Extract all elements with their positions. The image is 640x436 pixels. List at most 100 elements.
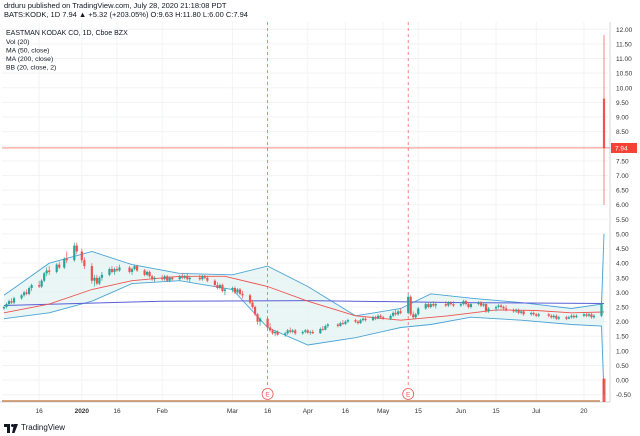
candle-body [324, 326, 327, 330]
x-tick-label: 16 [36, 408, 44, 415]
candle-body [43, 273, 46, 281]
candle-body [306, 330, 309, 333]
candle-body [83, 260, 86, 267]
candle-body [557, 317, 560, 319]
candle-body [364, 318, 367, 321]
candle-body [188, 277, 191, 280]
candle-body [326, 324, 329, 326]
candle-body [467, 304, 470, 307]
earnings-marker [402, 388, 415, 400]
candle-body [12, 298, 16, 303]
candle-body [469, 304, 473, 307]
candle-body [482, 304, 485, 306]
candle-body [504, 308, 508, 310]
candle-body [344, 321, 347, 324]
candle-body [452, 304, 455, 306]
candle-body [311, 331, 314, 334]
x-tick-label: Feb [157, 408, 169, 415]
candle-body [251, 302, 254, 307]
candle-body [236, 289, 239, 293]
chart-area[interactable]: 12.0011.5011.0010.5010.009.509.008.508.0… [0, 22, 640, 420]
candle-body [128, 267, 131, 272]
candle-body [512, 309, 515, 312]
y-tick-label: 1.50 [616, 334, 629, 341]
legend-item: MA (50, close) [6, 48, 49, 55]
candle-body [397, 311, 400, 315]
candle-body [256, 314, 259, 322]
candle-body [284, 333, 287, 335]
candle-body [399, 311, 402, 313]
candle-body [258, 318, 262, 322]
candle-body [233, 288, 237, 293]
candle-body [414, 314, 417, 318]
candle-body [354, 320, 357, 322]
candle-body [294, 330, 297, 334]
candle-body [602, 98, 606, 148]
candle-body [346, 320, 350, 322]
candle-body [30, 285, 33, 288]
candle-body [161, 277, 164, 280]
y-tick-label: 12.00 [616, 27, 633, 34]
candle-body [5, 304, 8, 307]
candle-body [143, 270, 146, 275]
candle-body [409, 296, 412, 315]
candle-body [163, 276, 166, 280]
candle-body [63, 258, 66, 268]
candle-body [479, 302, 483, 306]
candle-body [537, 314, 540, 316]
candle-body [166, 276, 169, 281]
candle-body [133, 266, 136, 269]
candle-body [171, 277, 174, 280]
candle-body [412, 314, 415, 318]
candle-body [223, 289, 227, 291]
candle-body [151, 276, 154, 280]
candle-body [183, 276, 186, 278]
candle-body [2, 307, 6, 309]
candle-body [301, 331, 304, 334]
candle-body [424, 304, 427, 309]
candle-body [376, 315, 380, 319]
candle-body [25, 292, 28, 294]
price-chart[interactable]: 12.0011.5011.0010.5010.009.509.008.508.0… [0, 22, 640, 420]
candle-body [286, 330, 289, 334]
candle-body [447, 302, 450, 306]
tradingview-brand: TradingView [21, 423, 66, 432]
candle-body [567, 317, 570, 319]
y-tick-label: 3.00 [616, 290, 629, 297]
candle-body [253, 307, 257, 315]
x-tick-label: Jul [532, 408, 541, 415]
tradingview-logo-icon [4, 424, 18, 433]
candle-body [48, 270, 51, 272]
chart-background [0, 22, 640, 420]
x-tick-label: 15 [415, 408, 423, 415]
x-tick-label: May [377, 408, 390, 415]
y-tick-label: 0.00 [616, 378, 629, 385]
symbol-ohlc-line: BATS:KODK, 1D 7.94 ▲ +5.32 (+203.05%) O:… [4, 10, 248, 19]
candle-body [309, 331, 312, 333]
candle-body [497, 305, 500, 307]
candle-body [464, 301, 468, 305]
y-tick-label: 10.50 [616, 71, 633, 78]
legend-item: Vol (20) [6, 39, 29, 46]
x-tick-label: 2020 [75, 408, 90, 415]
candle-body [178, 276, 181, 280]
x-tick-label: Apr [303, 408, 314, 415]
chart-title: EASTMAN KODAK CO, 1D, Cboe BZX [6, 30, 128, 37]
candle-body [600, 303, 603, 316]
y-tick-label: 6.00 [616, 202, 629, 209]
candle-body [434, 304, 437, 306]
candle-body [218, 285, 221, 288]
candle-body [90, 266, 93, 281]
y-tick-label: 8.50 [616, 129, 629, 136]
candle-body [274, 331, 277, 334]
candle-body [115, 269, 119, 271]
candle-body [502, 307, 505, 309]
candle-body [201, 276, 204, 280]
candle-body [7, 301, 11, 305]
candle-body [271, 330, 274, 334]
y-tick-label: 5.00 [616, 231, 629, 238]
candle-body [547, 314, 550, 316]
candle-body [186, 276, 189, 280]
y-tick-label: 11.50 [616, 41, 632, 48]
candle-body [336, 324, 339, 326]
